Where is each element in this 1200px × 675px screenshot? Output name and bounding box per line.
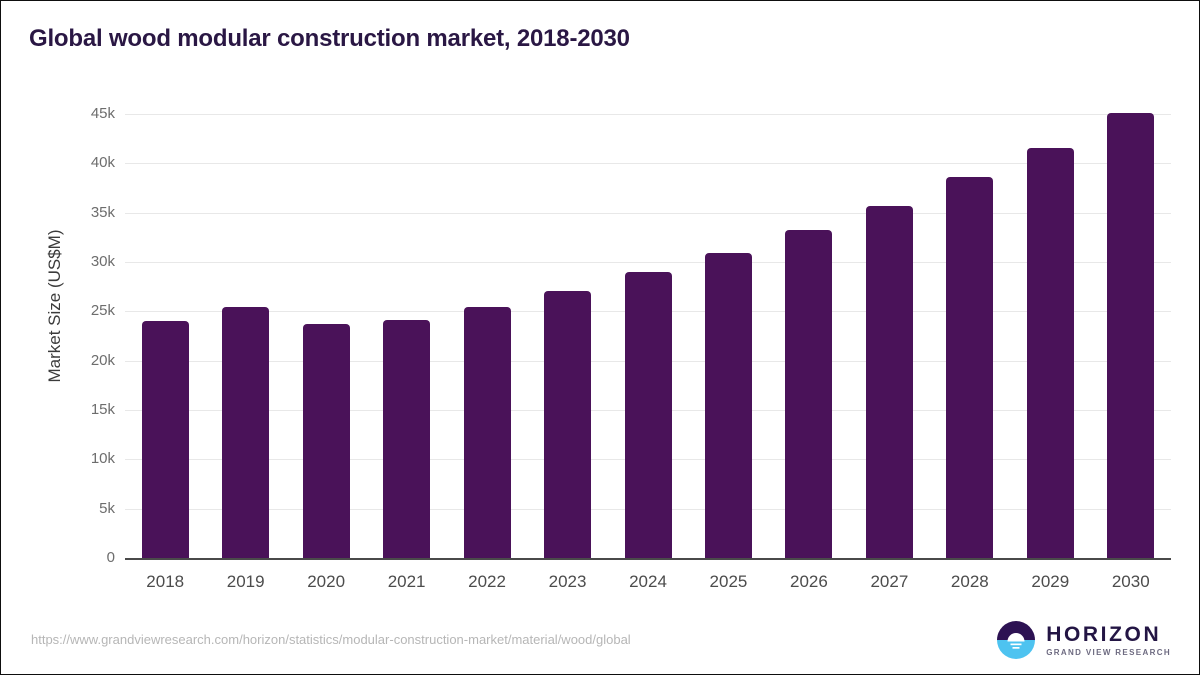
y-tick-label: 15k [90, 401, 115, 418]
y-tick-label: 45k [90, 105, 115, 122]
y-tick-label: 5k [99, 499, 115, 517]
x-tick-label-2029: 2029 [1031, 572, 1070, 591]
bar-2022[interactable] [463, 307, 511, 558]
horizon-logo[interactable]: HORIZON GRAND VIEW RESEARCH [996, 618, 1171, 662]
bar-2021[interactable] [383, 320, 431, 558]
y-tick-label: 35k [90, 203, 115, 221]
gridline [125, 262, 1171, 263]
x-tick-label-2030: 2030 [1111, 572, 1150, 591]
page-title: Global wood modular construction market,… [29, 25, 630, 52]
bar-2025[interactable] [704, 253, 752, 558]
x-tick-label-2026: 2026 [790, 572, 828, 591]
bar-2027[interactable] [865, 205, 913, 558]
gridline [125, 212, 1171, 214]
logo-wordmark: HORIZON GRAND VIEW RESEARCH [1046, 624, 1171, 657]
y-tick-label: 40k [90, 154, 115, 172]
gridline [125, 114, 1171, 115]
x-tick-label-2018: 2018 [146, 572, 185, 591]
x-tick-label-2023: 2023 [548, 572, 587, 591]
y-tick-label: 30k [90, 253, 115, 270]
logo-primary-text: HORIZON [1046, 622, 1162, 646]
x-tick-label-2027: 2027 [870, 572, 909, 591]
bar-2028[interactable] [946, 177, 994, 558]
x-tick-label-2022: 2022 [468, 572, 506, 591]
x-tick-label-2024: 2024 [629, 572, 667, 591]
bar-2019[interactable] [222, 307, 270, 558]
bar-2026[interactable] [785, 230, 833, 558]
y-tick-label: 10k [90, 450, 115, 468]
source-url[interactable]: https://www.grandviewresearch.com/horizo… [31, 632, 631, 647]
bar-2024[interactable] [624, 271, 672, 558]
bar-2018[interactable] [141, 321, 189, 558]
bar-2030[interactable] [1107, 113, 1155, 558]
bar-2020[interactable] [302, 324, 350, 558]
y-axis-tick-labels: 0 5k 10k 15k 20k 25k 30k 35k 40k 45k [55, 1, 115, 674]
bar-2023[interactable] [544, 290, 592, 558]
y-tick-label: 25k [90, 302, 115, 320]
x-axis-line [125, 558, 1171, 560]
x-tick-label-2019: 2019 [226, 572, 265, 591]
bar-2029[interactable] [1026, 147, 1074, 558]
x-tick-label-2028: 2028 [950, 572, 989, 591]
horizon-circle-icon [997, 621, 1036, 659]
logo-secondary-text: GRAND VIEW RESEARCH [1046, 647, 1171, 657]
y-tick-label: 0 [106, 549, 115, 566]
x-tick-label-2025: 2025 [709, 572, 748, 591]
x-tick-label-2021: 2021 [387, 572, 426, 591]
x-tick-label-2020: 2020 [307, 572, 346, 591]
y-tick-label: 20k [90, 351, 115, 369]
gridline [125, 163, 1171, 165]
